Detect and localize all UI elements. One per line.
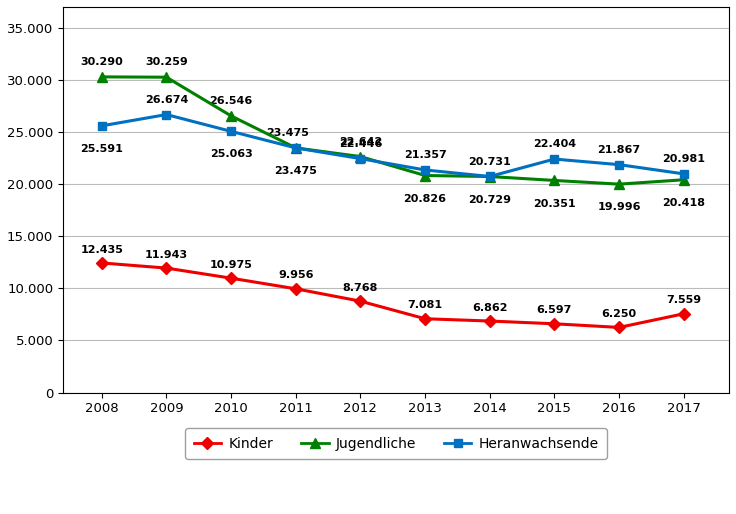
Text: 6.597: 6.597 xyxy=(537,305,572,316)
Text: 30.259: 30.259 xyxy=(145,58,188,67)
Text: 20.418: 20.418 xyxy=(662,198,705,208)
Text: 11.943: 11.943 xyxy=(145,250,188,260)
Text: 9.956: 9.956 xyxy=(278,270,314,281)
Text: 12.435: 12.435 xyxy=(80,245,123,254)
Text: 22.642: 22.642 xyxy=(339,137,382,147)
Text: 20.981: 20.981 xyxy=(662,154,705,164)
Text: 19.996: 19.996 xyxy=(598,202,641,212)
Text: 26.546: 26.546 xyxy=(210,96,252,106)
Text: 20.826: 20.826 xyxy=(403,194,447,204)
Text: 23.475: 23.475 xyxy=(275,166,317,176)
Text: 26.674: 26.674 xyxy=(145,95,188,105)
Text: 10.975: 10.975 xyxy=(210,260,252,270)
Text: 21.867: 21.867 xyxy=(598,145,640,155)
Text: 20.729: 20.729 xyxy=(468,195,512,205)
Text: 8.768: 8.768 xyxy=(343,283,378,293)
Text: 30.290: 30.290 xyxy=(80,57,123,67)
Text: 20.731: 20.731 xyxy=(468,157,511,167)
Text: 7.081: 7.081 xyxy=(408,300,442,310)
Text: 7.559: 7.559 xyxy=(666,296,701,305)
Text: 23.475: 23.475 xyxy=(266,128,309,138)
Text: 6.250: 6.250 xyxy=(601,309,637,319)
Legend: Kinder, Jugendliche, Heranwachsende: Kinder, Jugendliche, Heranwachsende xyxy=(185,428,606,459)
Text: 6.862: 6.862 xyxy=(472,303,508,313)
Text: 21.357: 21.357 xyxy=(404,150,447,160)
Text: 20.351: 20.351 xyxy=(533,198,576,209)
Text: 25.591: 25.591 xyxy=(80,144,123,154)
Text: 22.446: 22.446 xyxy=(339,139,382,149)
Text: 25.063: 25.063 xyxy=(210,150,252,159)
Text: 22.404: 22.404 xyxy=(533,139,576,150)
